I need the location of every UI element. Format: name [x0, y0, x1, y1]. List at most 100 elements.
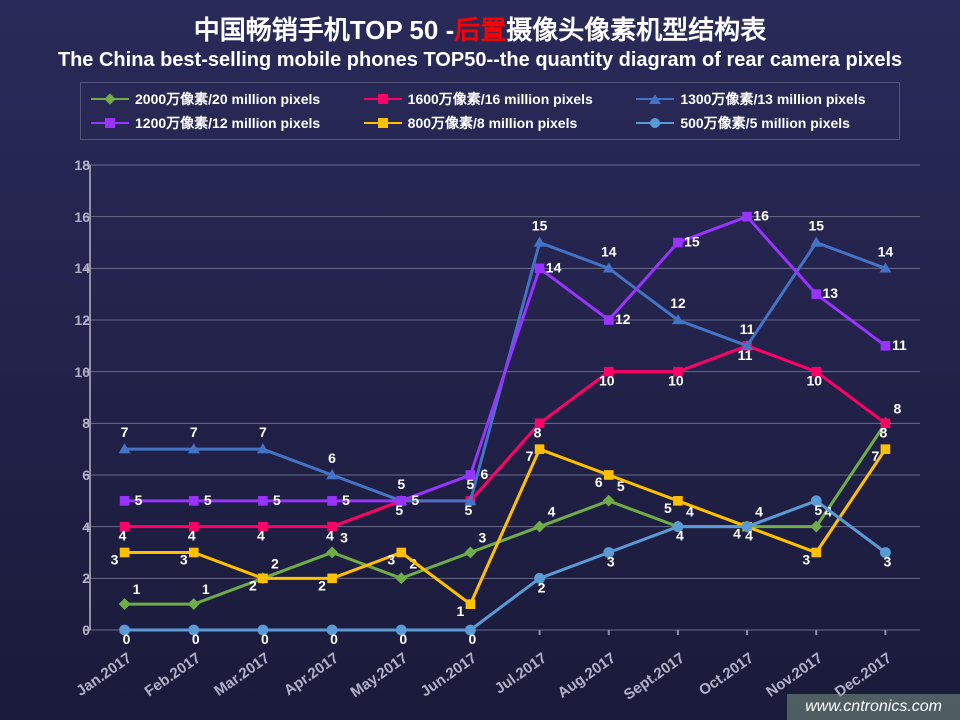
svg-text:3: 3	[802, 552, 810, 568]
y-axis-label: 14	[60, 260, 90, 276]
svg-text:7: 7	[872, 448, 880, 464]
svg-text:1: 1	[133, 581, 141, 597]
y-axis-label: 6	[60, 467, 90, 483]
svg-text:3: 3	[884, 554, 892, 570]
y-axis-label: 12	[60, 312, 90, 328]
svg-text:16: 16	[753, 208, 769, 224]
svg-text:15: 15	[808, 218, 824, 234]
svg-text:4: 4	[326, 528, 334, 544]
chart-plot-area: 1123234544484444558101011108777655151412…	[60, 160, 930, 640]
svg-text:0: 0	[469, 631, 477, 647]
svg-text:6: 6	[328, 450, 336, 466]
svg-text:2: 2	[271, 555, 279, 571]
svg-text:5: 5	[342, 492, 350, 508]
svg-text:12: 12	[615, 311, 631, 327]
svg-text:14: 14	[601, 243, 617, 259]
y-axis-label: 4	[60, 519, 90, 535]
svg-text:13: 13	[822, 285, 838, 301]
svg-text:5: 5	[204, 492, 212, 508]
svg-text:3: 3	[387, 552, 395, 568]
svg-text:5: 5	[397, 476, 405, 492]
legend-swatch	[636, 92, 674, 106]
legend-swatch	[91, 92, 129, 106]
chart-svg: 1123234544484444558101011108777655151412…	[60, 160, 930, 640]
x-axis-label: Mar.2017	[197, 650, 272, 710]
title-english: The China best-selling mobile phones TOP…	[0, 49, 960, 72]
y-axis-label: 16	[60, 209, 90, 225]
title-cn-highlight: 后置	[454, 15, 506, 45]
legend-label: 1300万像素/13 million pixels	[680, 89, 865, 109]
svg-text:15: 15	[532, 218, 548, 234]
svg-text:0: 0	[192, 631, 200, 647]
legend-swatch	[364, 92, 402, 106]
x-axis-label: Feb.2017	[128, 650, 203, 710]
svg-text:4: 4	[257, 528, 265, 544]
legend-label: 1600万像素/16 million pixels	[408, 89, 593, 109]
svg-text:6: 6	[481, 466, 489, 482]
legend-item: 1600万像素/16 million pixels	[364, 89, 617, 109]
x-axis-label: Jul.2017	[474, 650, 549, 710]
svg-text:12: 12	[670, 295, 686, 311]
chart-legend: 2000万像素/20 million pixels 1600万像素/16 mill…	[80, 82, 900, 140]
svg-text:4: 4	[188, 528, 196, 544]
legend-label: 1200万像素/12 million pixels	[135, 113, 320, 133]
svg-text:2: 2	[318, 577, 326, 593]
svg-text:10: 10	[806, 373, 822, 389]
svg-text:7: 7	[526, 448, 534, 464]
svg-text:3: 3	[607, 554, 615, 570]
svg-text:7: 7	[259, 424, 267, 440]
svg-text:1: 1	[457, 603, 465, 619]
y-axis-label: 10	[60, 364, 90, 380]
legend-swatch	[364, 116, 402, 130]
title-cn-prefix: 中国畅销手机TOP 50 -	[194, 15, 455, 45]
legend-item: 1200万像素/12 million pixels	[91, 113, 344, 133]
svg-text:5: 5	[411, 492, 419, 508]
svg-text:0: 0	[330, 631, 338, 647]
legend-swatch	[636, 116, 674, 130]
svg-text:11: 11	[740, 321, 755, 337]
y-axis-label: 0	[60, 622, 90, 638]
svg-text:0: 0	[261, 631, 269, 647]
svg-text:4: 4	[755, 504, 763, 520]
svg-text:7: 7	[121, 424, 129, 440]
legend-swatch	[91, 116, 129, 130]
svg-text:4: 4	[745, 528, 753, 544]
legend-label: 800万像素/8 million pixels	[408, 113, 578, 133]
svg-text:3: 3	[479, 530, 487, 546]
svg-text:8: 8	[880, 424, 888, 440]
title-cn-suffix: 摄像头像素机型结构表	[506, 15, 766, 45]
legend-item: 2000万像素/20 million pixels	[91, 89, 344, 109]
legend-item: 1300万像素/13 million pixels	[636, 89, 889, 109]
svg-text:11: 11	[892, 337, 907, 353]
svg-text:7: 7	[190, 424, 198, 440]
y-axis-label: 8	[60, 415, 90, 431]
svg-text:1: 1	[202, 581, 210, 597]
svg-text:0: 0	[123, 631, 131, 647]
svg-text:10: 10	[668, 373, 684, 389]
x-axis-label: Jan.2017	[59, 650, 134, 710]
svg-text:3: 3	[340, 530, 348, 546]
x-axis-label: Aug.2017	[543, 650, 618, 710]
chart-title: 中国畅销手机TOP 50 -后置摄像头像素机型结构表 The China bes…	[0, 0, 960, 72]
svg-text:6: 6	[595, 474, 603, 490]
watermark: www.cntronics.com	[787, 694, 960, 720]
legend-label: 2000万像素/20 million pixels	[135, 89, 320, 109]
svg-text:8: 8	[534, 424, 542, 440]
svg-text:5: 5	[664, 500, 672, 516]
svg-text:3: 3	[180, 552, 188, 568]
svg-text:3: 3	[111, 552, 119, 568]
x-axis-label: Oct.2017	[682, 650, 757, 710]
x-axis-label: Jun.2017	[405, 650, 480, 710]
legend-item: 500万像素/5 million pixels	[636, 113, 889, 133]
svg-text:4: 4	[119, 528, 127, 544]
svg-text:10: 10	[599, 373, 615, 389]
y-axis-label: 2	[60, 570, 90, 586]
svg-text:0: 0	[399, 631, 407, 647]
svg-text:5: 5	[135, 492, 143, 508]
x-axis-label: Sept.2017	[612, 650, 687, 710]
svg-text:4: 4	[548, 504, 556, 520]
svg-text:2: 2	[538, 579, 546, 595]
svg-text:5: 5	[814, 502, 822, 518]
svg-text:15: 15	[684, 234, 700, 250]
svg-text:14: 14	[546, 259, 562, 275]
